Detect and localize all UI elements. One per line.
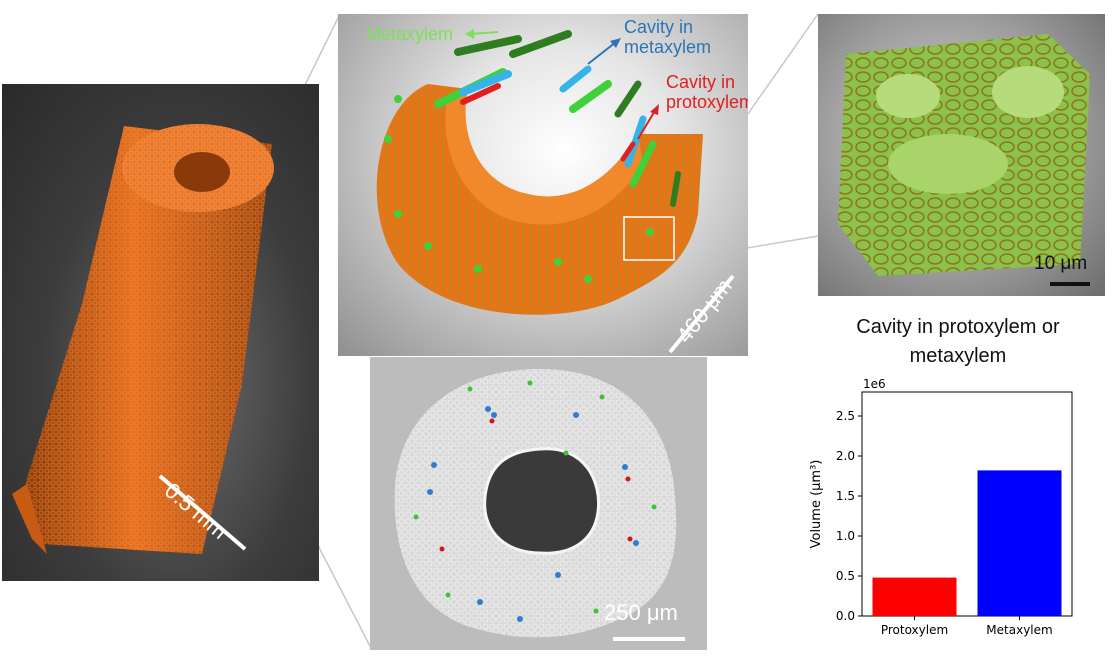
y-axis-offset-label: 1e6 — [863, 377, 886, 391]
y-tick-label: 2.5 — [836, 409, 855, 423]
x-tick-label: Metaxylem — [986, 623, 1052, 637]
label-cavity-metaxylem: Cavity in metaxylem — [624, 17, 712, 57]
zoom-3d-panel: 10 μm — [818, 14, 1105, 296]
xylem-render — [376, 29, 735, 354]
label-metaxylem: Metaxylem — [366, 24, 454, 44]
cavity-rods — [459, 65, 647, 168]
y-tick-label: 2.0 — [836, 449, 855, 463]
label-cavity-protoxylem: Cavity in protoxylem — [666, 72, 748, 112]
ct-slice-panel: 250 μm — [370, 357, 707, 650]
zoom-scale-label: 10 μm — [1034, 253, 1088, 274]
ct-scale-label: 250 μm — [604, 600, 678, 625]
metaxylem-arrow — [469, 31, 499, 35]
chart-title: Cavity in protoxylem or metaxylem — [856, 316, 1060, 367]
xylem-dots — [384, 95, 654, 283]
x-tick-label: Protoxylem — [881, 623, 948, 637]
stem-scale-bar — [158, 474, 247, 551]
y-axis-label: Volume (μm³) — [809, 460, 824, 549]
stem-render — [12, 124, 274, 554]
cavity-metaxylem-arrow — [587, 41, 617, 65]
bar-metaxylem — [977, 470, 1062, 616]
cavity-protoxylem-arrow — [637, 108, 657, 140]
xylem-3d-panel: Metaxylem Cavity in metaxylem Cavity in … — [338, 14, 748, 356]
y-tick-label: 1.5 — [836, 489, 855, 503]
y-tick-label: 1.0 — [836, 529, 855, 543]
ct-slice-render — [394, 369, 685, 641]
xylem-scale-bar — [668, 274, 735, 354]
bar-protoxylem — [872, 577, 957, 616]
y-tick-label: 0.5 — [836, 569, 855, 583]
ct-xylem-dots — [413, 380, 657, 622]
zoom-render — [838, 34, 1090, 286]
volume-bar-chart: Volume (μm³) 1e6 0.0 0.5 1.0 1.5 2.0 2.5 Prot… — [809, 377, 1073, 637]
y-tick-label: 0.0 — [836, 609, 855, 623]
zoom-region-box — [623, 216, 675, 261]
stem-3d-panel: 0.5 mm — [2, 84, 319, 581]
